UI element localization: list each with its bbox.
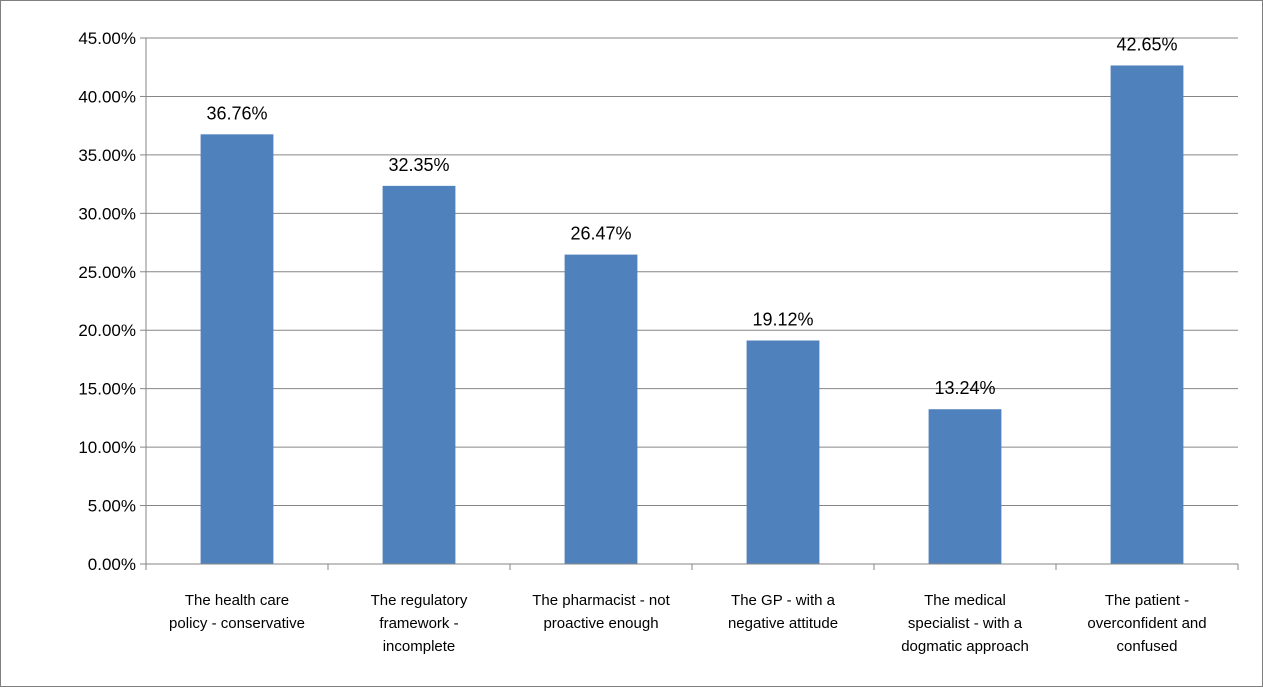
x-tick-label-line: specialist - with a (908, 615, 1023, 632)
x-tick-label: The medical specialist - with a dogmatic a… (901, 592, 1029, 655)
x-tick-label-line: The patient - (1105, 592, 1189, 609)
y-tick-label: 0.00% (88, 555, 136, 574)
bars (200, 65, 1184, 565)
y-tick-label: 15.00% (78, 380, 136, 399)
x-tick-label-line: negative attitude (728, 615, 838, 632)
bar (382, 185, 456, 564)
labels: 0.00% 5.00% 10.00% 15.00% 20.00% 25.00% 30.00%… (78, 29, 1206, 655)
y-tick-label: 40.00% (78, 87, 136, 106)
data-label: 26.47% (570, 224, 631, 244)
bar (564, 254, 638, 565)
y-tick-label: 45.00% (78, 29, 136, 48)
x-tick-label-line: The health care (185, 592, 289, 609)
x-tick-label-line: policy - conservative (169, 615, 305, 632)
bar (1110, 65, 1184, 565)
gridlines (146, 37, 1238, 507)
x-tick-label-line: The pharmacist - not (532, 592, 670, 609)
y-tick-label: 5.00% (88, 497, 136, 516)
data-label: 13.24% (934, 378, 995, 398)
data-label: 32.35% (388, 155, 449, 175)
y-tick-label: 30.00% (78, 204, 136, 223)
x-tick-label-line: framework - (379, 615, 458, 632)
x-tick-label: The health care policy - conservative (169, 592, 305, 632)
x-tick-label-line: The GP - with a (731, 592, 836, 609)
x-tick-label-line: dogmatic approach (901, 638, 1029, 655)
data-label: 42.65% (1116, 34, 1177, 54)
bar (928, 409, 1002, 564)
y-tick-label: 25.00% (78, 263, 136, 282)
x-tick-label-line: The medical (924, 592, 1006, 609)
x-tick-label-line: confused (1117, 638, 1178, 655)
x-tick-label-line: incomplete (383, 638, 456, 655)
axes (140, 37, 1239, 570)
data-label: 19.12% (752, 310, 813, 330)
x-tick-label: The GP - with a negative attitude (728, 592, 838, 632)
bar (200, 134, 274, 564)
x-tick-label-line: overconfident and (1087, 615, 1206, 632)
y-tick-label: 20.00% (78, 321, 136, 340)
x-tick-label-line: proactive enough (543, 615, 658, 632)
bar (746, 340, 820, 564)
x-tick-label: The pharmacist - not proactive enough (532, 592, 670, 632)
y-tick-label: 10.00% (78, 438, 136, 457)
data-label: 36.76% (206, 103, 267, 123)
y-tick-label: 35.00% (78, 146, 136, 165)
x-tick-label-line: The regulatory (371, 592, 468, 609)
x-tick-label: The regulatory framework - incomplete (371, 592, 468, 655)
x-tick-label: The patient - overconfident and confused (1087, 592, 1206, 655)
